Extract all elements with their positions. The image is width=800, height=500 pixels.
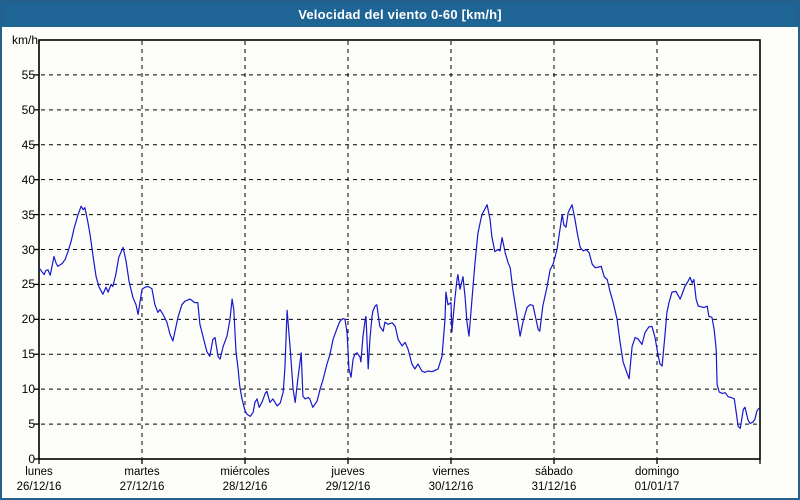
day-name: sábado [535,466,573,478]
y-tick-label: 55 [21,67,35,82]
day-name: viernes [432,466,470,478]
wind-speed-line-chart [34,39,761,464]
day-date: 01/01/17 [634,481,680,493]
day-date: 30/12/16 [428,481,474,493]
y-tick-label: 45 [21,137,35,152]
day-name: lunes [25,466,53,478]
day-label: jueves 29/12/16 [296,465,400,495]
y-tick-label: 10 [21,382,35,397]
y-tick-label: 50 [21,102,35,117]
wind-speed-series-line [38,204,760,429]
day-date: 31/12/16 [531,481,577,493]
day-name: domingo [634,466,680,478]
day-label: domingo 01/01/17 [605,465,709,495]
y-axis-unit-label: km/h [11,33,38,47]
day-name: martes [124,466,160,478]
y-tick-label: 25 [21,277,35,292]
day-label: viernes 30/12/16 [399,465,503,495]
day-date: 26/12/16 [16,481,62,493]
day-label: lunes 26/12/16 [2,465,91,495]
day-label: martes 27/12/16 [90,465,194,495]
y-tick-label: 30 [21,242,35,257]
y-tick-label: 15 [21,347,35,362]
y-tick-label: 5 [28,417,35,432]
y-tick-label: 0 [28,452,35,466]
y-tick-label: 40 [21,172,35,187]
day-date: 27/12/16 [119,481,165,493]
y-tick-label: 35 [21,207,35,222]
day-date: 28/12/16 [222,481,268,493]
chart-area: km/h 0 5 10 15 20 25 30 35 40 45 50 55 lunes 26/12/1… [2,27,798,498]
day-date: 29/12/16 [325,481,371,493]
day-name: miércoles [220,466,270,478]
window-titlebar: Velocidad del viento 0-60 [km/h] [2,2,798,27]
window-title: Velocidad del viento 0-60 [km/h] [298,7,502,22]
day-name: jueves [331,466,365,478]
y-tick-label: 20 [21,312,35,327]
plot-frame [38,39,761,460]
day-label: sábado 31/12/16 [502,465,606,495]
day-label: miércoles 28/12/16 [193,465,297,495]
